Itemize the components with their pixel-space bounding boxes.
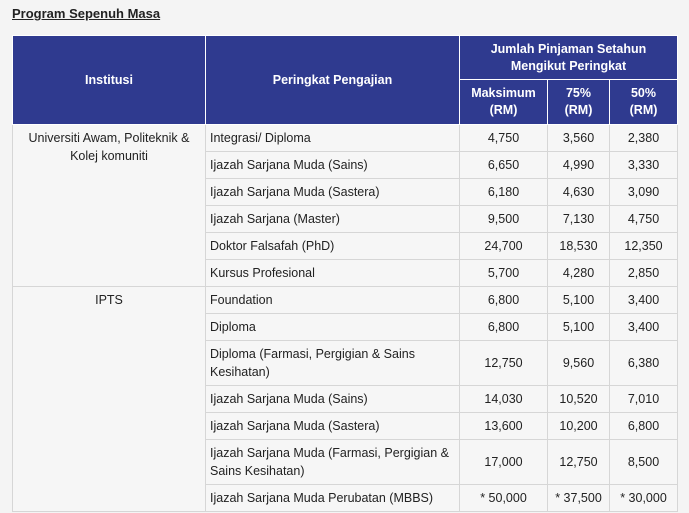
amount-cell: 5,100 xyxy=(547,313,610,341)
header-cell: Jumlah Pinjaman Setahun Mengikut Peringk… xyxy=(458,35,679,80)
amount-cell: * 37,500 xyxy=(547,484,610,512)
table-row: Ijazah Sarjana Muda (Sastera) 6,180 4,630 3… xyxy=(13,178,679,206)
level-cell: Foundation xyxy=(205,286,460,314)
amount-cell: 3,400 xyxy=(608,286,679,314)
amount-cell: 4,750 xyxy=(608,205,679,233)
amount-cell: 3,560 xyxy=(547,124,610,152)
amount-cell: 2,850 xyxy=(608,259,679,287)
amount-cell: 17,000 xyxy=(459,439,548,485)
amount-cell: 3,090 xyxy=(608,178,679,206)
header-cell: Institusi xyxy=(12,35,206,125)
level-cell: Diploma xyxy=(205,313,460,341)
amount-cell: * 30,000 xyxy=(608,484,679,512)
table-row: IPTS Foundation 6,800 5,100 3,400 xyxy=(12,286,679,512)
amount-cell: 6,380 xyxy=(608,340,679,386)
amount-cell: 18,530 xyxy=(547,232,610,260)
header-cell: Peringkat Pengajian xyxy=(205,35,460,125)
amount-cell: 6,650 xyxy=(459,151,548,179)
level-cell: Ijazah Sarjana Muda (Sastera) xyxy=(205,178,460,206)
level-cell: Integrasi/ Diploma xyxy=(205,124,460,152)
amount-cell: 12,750 xyxy=(459,340,548,386)
amount-cell: 10,520 xyxy=(547,385,610,413)
institution-cell: IPTS xyxy=(12,286,206,512)
table-row: Ijazah Sarjana Muda Perubatan (MBBS) * 50… xyxy=(13,484,679,512)
amount-cell: 6,800 xyxy=(459,286,548,314)
table-body: Universiti Awam, Politeknik & Kolej komu… xyxy=(12,124,679,512)
level-cell: Kursus Profesional xyxy=(205,259,460,287)
amount-cell: 2,380 xyxy=(608,124,679,152)
loan-table: Institusi Peringkat Pengajian Jumlah Pin… xyxy=(12,35,679,512)
level-cell: Ijazah Sarjana Muda (Sains) xyxy=(205,385,460,413)
amount-cell: 10,200 xyxy=(547,412,610,440)
table-row: Ijazah Sarjana Muda (Farmasi, Pergigian … xyxy=(13,439,679,485)
header-cell: 75% (RM) xyxy=(547,79,610,125)
level-cell: Ijazah Sarjana Muda Perubatan (MBBS) xyxy=(205,484,460,512)
table-row: Ijazah Sarjana Muda (Sains) 14,030 10,520 7… xyxy=(13,385,679,413)
level-cell: Doktor Falsafah (PhD) xyxy=(205,232,460,260)
amount-cell: 12,350 xyxy=(608,232,679,260)
amount-cell: 13,600 xyxy=(459,412,548,440)
level-cell: Ijazah Sarjana Muda (Farmasi, Pergigian … xyxy=(205,439,460,485)
amount-cell: 3,400 xyxy=(608,313,679,341)
table-row: Ijazah Sarjana (Master) 9,500 7,130 4,750 xyxy=(13,205,679,233)
amount-cell: 6,800 xyxy=(459,313,548,341)
amount-cell: 4,990 xyxy=(547,151,610,179)
amount-cell: 24,700 xyxy=(459,232,548,260)
amount-cell: 4,280 xyxy=(547,259,610,287)
amount-cell: 9,500 xyxy=(459,205,548,233)
amount-cell: 6,180 xyxy=(459,178,548,206)
header-cell: 50% (RM) xyxy=(608,79,679,125)
amount-cell: 4,750 xyxy=(459,124,548,152)
amount-cell: 6,800 xyxy=(608,412,679,440)
level-cell: Ijazah Sarjana Muda (Sains) xyxy=(205,151,460,179)
title: Program Sepenuh Masa xyxy=(12,6,161,21)
level-cell: Ijazah Sarjana Muda (Sastera) xyxy=(205,412,460,440)
level-cell: Diploma (Farmasi, Pergigian & Sains Kesi… xyxy=(205,340,460,386)
table-row: Universiti Awam, Politeknik & Kolej komu… xyxy=(12,124,679,287)
amount-cell: 14,030 xyxy=(459,385,548,413)
amount-cell: 7,010 xyxy=(608,385,679,413)
table-row: Ijazah Sarjana Muda (Sains) 6,650 4,990 3,3… xyxy=(13,151,679,179)
level-cell: Ijazah Sarjana (Master) xyxy=(205,205,460,233)
amount-cell: 8,500 xyxy=(608,439,679,485)
amount-cell: 4,630 xyxy=(547,178,610,206)
institution-cell: Universiti Awam, Politeknik & Kolej komu… xyxy=(12,124,206,287)
header-cell: Maksimum (RM) xyxy=(459,79,548,125)
amount-cell: 12,750 xyxy=(547,439,610,485)
amount-cell: 5,700 xyxy=(459,259,548,287)
amount-cell: * 50,000 xyxy=(459,484,548,512)
amount-cell: 9,560 xyxy=(547,340,610,386)
table-row: Diploma (Farmasi, Pergigian & Sains Kesi… xyxy=(13,340,679,386)
amount-cell: 3,330 xyxy=(608,151,679,179)
table-row: Ijazah Sarjana Muda (Sastera) 13,600 10,20… xyxy=(13,412,679,440)
amount-cell: 7,130 xyxy=(547,205,610,233)
table-row: Diploma 6,800 5,100 3,400 xyxy=(13,313,679,341)
table-row: Doktor Falsafah (PhD) 24,700 18,530 12,350 xyxy=(13,232,679,260)
amount-cell: 5,100 xyxy=(547,286,610,314)
